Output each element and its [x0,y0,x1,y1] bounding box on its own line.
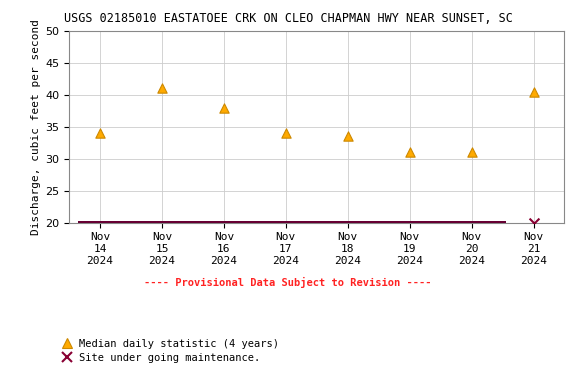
Point [157,85,166,91]
Bar [78,221,506,224]
Point [529,220,538,226]
Y-axis label: Discharge, cubic feet per second: Discharge, cubic feet per second [31,19,41,235]
Point [405,149,414,156]
Point [467,149,476,156]
Point [343,133,353,139]
Point [529,88,538,94]
Legend: Median daily statistic (4 years), Site under going maintenance.: Median daily statistic (4 years), Site u… [57,335,283,367]
Text: ---- Provisional Data Subject to Revision ----: ---- Provisional Data Subject to Revisio… [144,277,432,288]
Point [96,130,105,136]
Text: USGS 02185010 EASTATOEE CRK ON CLEO CHAPMAN HWY NEAR SUNSET, SC: USGS 02185010 EASTATOEE CRK ON CLEO CHAP… [63,12,513,25]
Point [219,104,229,111]
Point [281,130,290,136]
